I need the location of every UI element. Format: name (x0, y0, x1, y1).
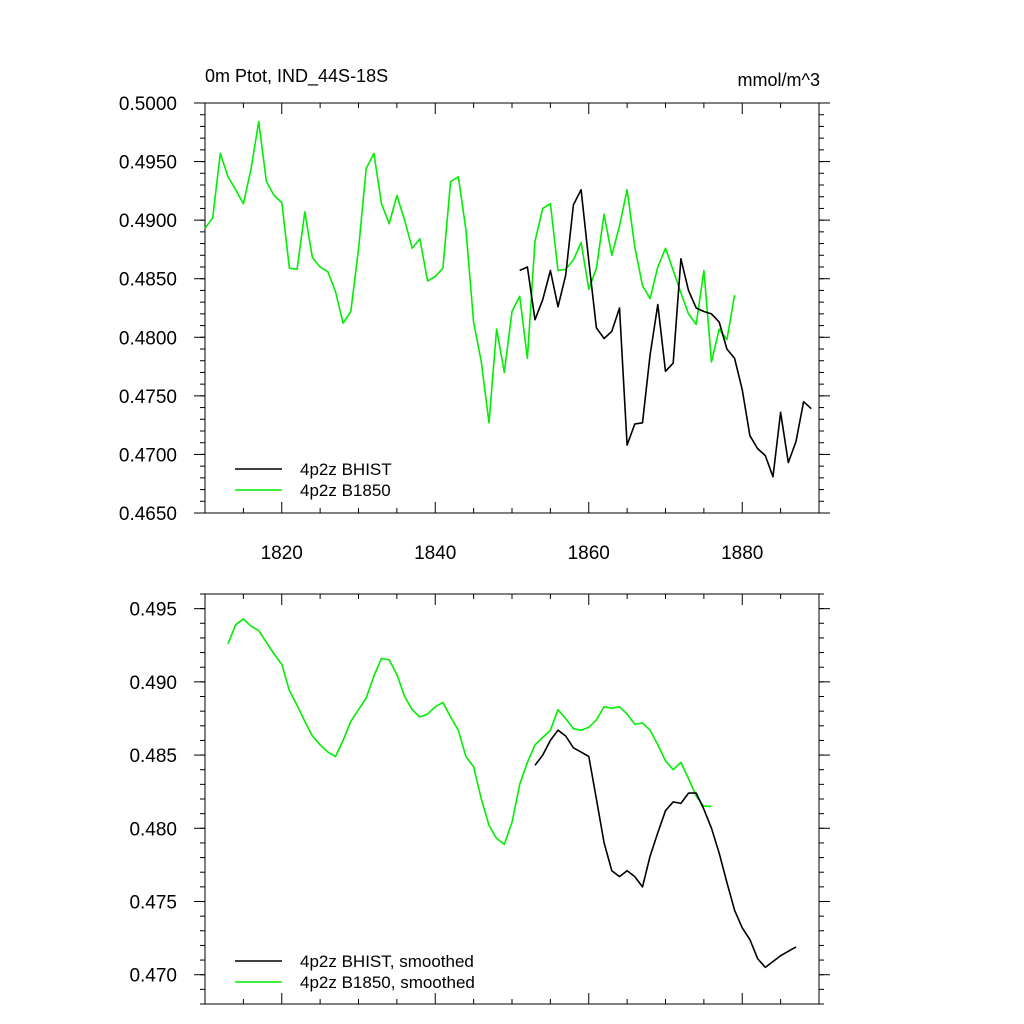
tick-group (194, 593, 830, 1005)
y-tick-label: 0.490 (129, 673, 177, 694)
y-tick-label: 0.4650 (119, 504, 177, 525)
legend-label: 4p2z BHIST, smoothed (300, 952, 474, 971)
y-tick-label: 0.470 (129, 966, 177, 987)
y-tick-label: 0.4900 (119, 211, 177, 232)
plot-frame (204, 593, 820, 1005)
y-tick-label: 0.4850 (119, 270, 177, 291)
y-tick-label: 0.485 (129, 746, 177, 767)
x-tick-label: 1820 (261, 543, 303, 564)
x-tick-label: 1860 (568, 543, 610, 564)
panel-top: 0m Ptot, IND_44S-18S mmol/m^3 0.4650 0.47… (119, 66, 830, 564)
y-tick-labels: 0.4650 0.4700 0.4750 0.4800 0.4850 0.4900 0.49… (119, 94, 177, 525)
y-tick-label: 0.475 (129, 893, 177, 914)
y-tick-label: 0.480 (129, 819, 177, 840)
series-line-bhist (519, 188, 812, 478)
x-tick-labels: 1820 1840 1860 1880 (261, 543, 764, 564)
legend-label: 4p2z B1850 (300, 481, 391, 500)
x-tick-label: 1840 (414, 543, 456, 564)
series-line-bhist (534, 729, 797, 969)
legend: 4p2z BHIST, smoothed 4p2z B1850, smoothe… (235, 952, 475, 992)
series-lines (227, 618, 797, 969)
tick-group (194, 102, 830, 514)
series-lines (204, 120, 812, 478)
legend-label: 4p2z BHIST (300, 460, 392, 479)
series-line-b1850 (227, 618, 712, 846)
y-tick-label: 0.4750 (119, 387, 177, 408)
series-line-b1850 (204, 120, 736, 424)
y-tick-label: 0.4950 (119, 153, 177, 174)
legend: 4p2z BHIST 4p2z B1850 (235, 460, 392, 500)
panel-bottom: 0.470 0.475 0.480 0.485 0.490 0.495 4p2z BHIS… (129, 593, 830, 1005)
plot-frame (204, 102, 820, 514)
y-tick-label: 0.495 (129, 600, 177, 621)
y-tick-label: 0.4800 (119, 328, 177, 349)
x-tick-label: 1880 (721, 543, 763, 564)
units-label: mmol/m^3 (738, 70, 820, 90)
legend-label: 4p2z B1850, smoothed (300, 973, 475, 992)
y-tick-label: 0.5000 (119, 94, 177, 115)
y-tick-labels: 0.470 0.475 0.480 0.485 0.490 0.495 (129, 600, 177, 987)
y-tick-label: 0.4700 (119, 445, 177, 466)
chart-title: 0m Ptot, IND_44S-18S (205, 66, 388, 87)
